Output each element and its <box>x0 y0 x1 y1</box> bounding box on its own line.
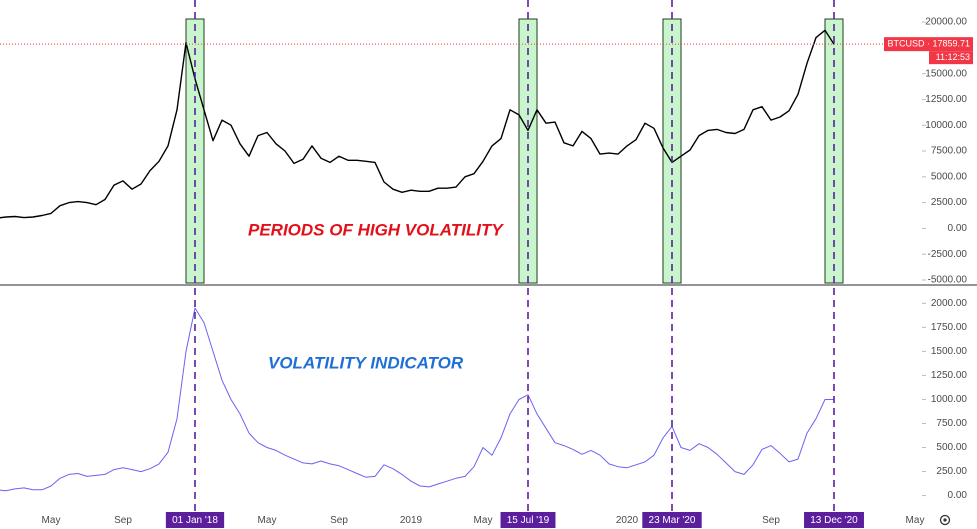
y-tick-label: -2500.00 <box>928 249 968 260</box>
countdown: 11:12:53 <box>936 52 970 62</box>
y-tick-label: 10000.00 <box>925 120 967 131</box>
y-tick-label: 500.00 <box>936 442 967 453</box>
event-date-bg <box>642 512 702 528</box>
y-tick-label: 750.00 <box>936 418 967 429</box>
y-tick-label: 1750.00 <box>931 322 968 333</box>
x-tick-label: 01 Jan '18 <box>172 515 218 526</box>
annotation: VOLATILITY INDICATOR <box>268 353 464 372</box>
x-tick-label: May <box>42 515 61 526</box>
y-tick-label: 12500.00 <box>925 94 967 105</box>
y-tick-label: 15000.00 <box>925 68 967 79</box>
event-date-bg <box>500 512 556 528</box>
y-tick-label: -5000.00 <box>928 275 968 286</box>
price-tag: BTCUSD · 17859.71 <box>887 39 970 49</box>
gear-center[interactable] <box>943 518 947 522</box>
y-tick-label: 1000.00 <box>931 394 968 405</box>
x-tick-label: 23 Mar '20 <box>649 515 696 526</box>
y-tick-label: 2000.00 <box>931 298 968 309</box>
y-tick-label: 0.00 <box>948 490 968 501</box>
y-tick-label: 20000.00 <box>925 17 967 28</box>
y-tick-label: 1500.00 <box>931 346 968 357</box>
y-tick-label: 1250.00 <box>931 370 968 381</box>
annotation: PERIODS OF HIGH VOLATILITY <box>248 220 504 239</box>
y-tick-label: 7500.00 <box>931 146 968 157</box>
y-tick-label: 0.00 <box>948 223 968 234</box>
x-tick-label: 2020 <box>616 515 639 526</box>
y-tick-label: 2500.00 <box>931 197 968 208</box>
x-tick-label: 15 Jul '19 <box>507 515 550 526</box>
settings-icon[interactable] <box>939 514 951 526</box>
series-line <box>0 307 834 492</box>
countdown-bg <box>929 51 973 65</box>
y-tick-label: 250.00 <box>936 466 967 477</box>
y-tick-label: 5000.00 <box>931 171 968 182</box>
x-tick-label: Sep <box>330 515 348 526</box>
x-tick-label: Sep <box>762 515 780 526</box>
event-date-bg <box>165 512 225 528</box>
x-tick-label: May <box>906 515 925 526</box>
x-tick-label: May <box>258 515 277 526</box>
gear[interactable] <box>939 514 951 526</box>
event-date-bg <box>804 512 864 528</box>
x-tick-label: Sep <box>114 515 132 526</box>
series-line <box>0 29 835 219</box>
price-tag-bg <box>884 37 973 52</box>
x-tick-label: May <box>474 515 493 526</box>
x-tick-label: 13 Dec '20 <box>810 515 858 526</box>
x-tick-label: 2019 <box>400 515 423 526</box>
